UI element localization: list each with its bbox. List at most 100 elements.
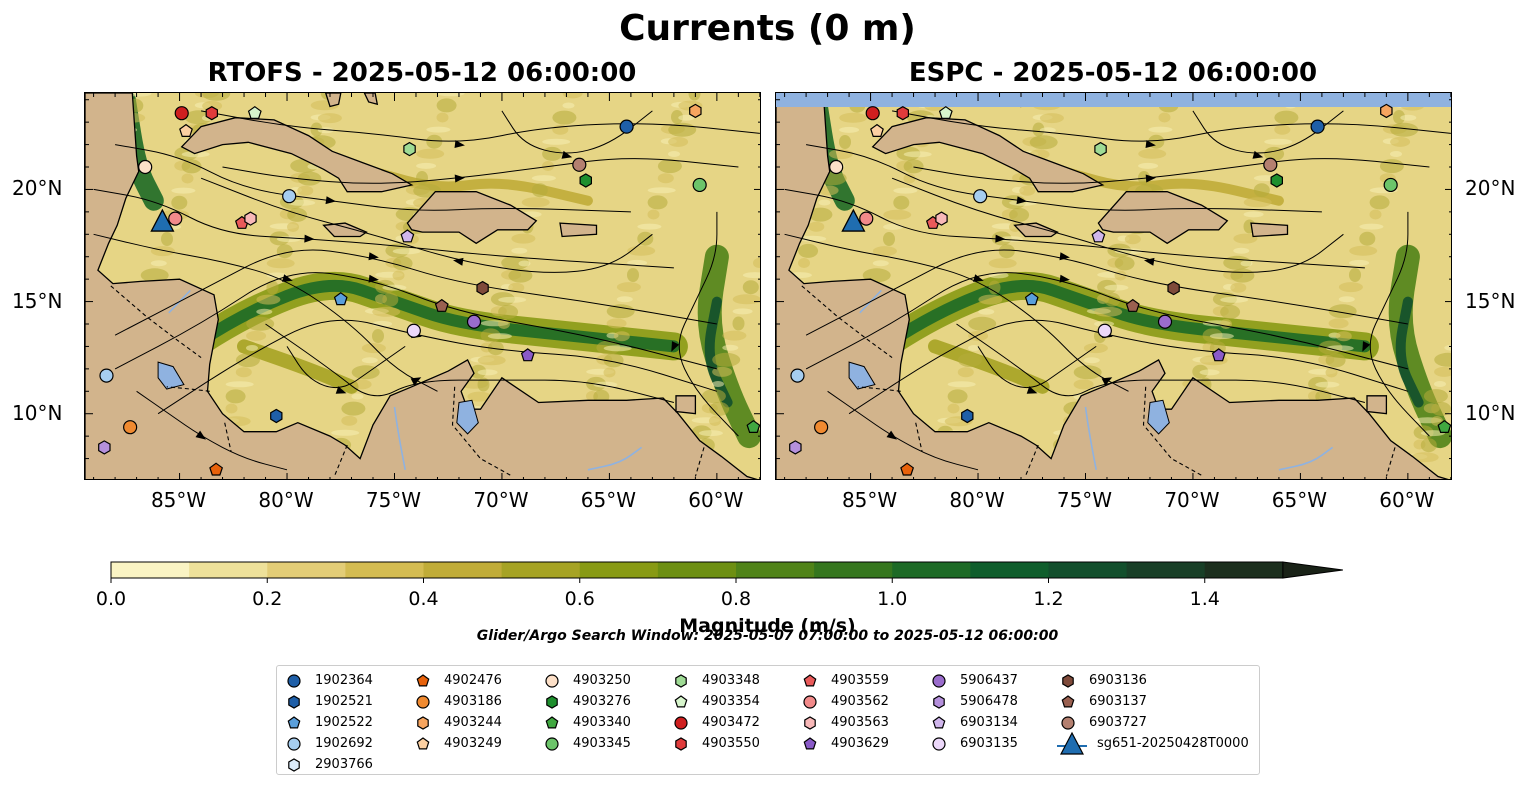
float-marker — [1270, 173, 1283, 188]
legend-label: 4903550 — [702, 736, 760, 751]
float-marker — [935, 211, 948, 226]
float-marker — [403, 141, 416, 157]
legend-entry: 4903250 — [541, 670, 631, 691]
map-panel-espc — [775, 92, 1452, 480]
legend-entry: 4903550 — [670, 733, 760, 754]
legend-marker-icon — [932, 736, 946, 751]
legend-label: sg651-20250428T0000 — [1097, 736, 1249, 751]
speed-texture — [1104, 284, 1129, 291]
legend-label: 2903766 — [315, 757, 373, 772]
legend-label: 4903250 — [573, 673, 631, 688]
speed-texture — [798, 235, 827, 242]
streamline — [1369, 211, 1430, 437]
speed-texture — [808, 221, 825, 232]
no-data-band — [776, 93, 1451, 107]
country-border — [1024, 444, 1039, 477]
colorbar-tick-label: 0.4 — [408, 588, 439, 610]
lon-tick-label: 70°W — [473, 488, 529, 512]
legend-entry: 4903472 — [670, 712, 760, 733]
speed-texture — [501, 255, 530, 270]
legend-column: 4903348 4903354 4903472 4903550 — [670, 670, 760, 754]
streamline-arrow — [454, 174, 465, 183]
speed-texture — [426, 126, 451, 133]
speed-texture — [1019, 185, 1036, 196]
streamline — [784, 188, 1365, 269]
speed-texture — [647, 209, 660, 220]
legend-label: 6903727 — [1089, 715, 1147, 730]
speed-texture — [372, 329, 384, 343]
float-marker — [1310, 119, 1325, 134]
speed-texture — [709, 401, 730, 416]
speed-texture — [351, 393, 364, 400]
legend-marker — [545, 736, 559, 751]
glider-marker — [841, 208, 866, 232]
speed-texture — [477, 369, 498, 376]
speed-texture — [416, 171, 428, 185]
speed-texture — [978, 308, 995, 315]
colorbar-label: Magnitude (m/s) — [679, 615, 856, 637]
legend-marker — [1061, 715, 1075, 730]
streamline-arrow — [1145, 174, 1156, 183]
legend-entry: 6903135 — [928, 733, 1018, 754]
streamline-arrow — [304, 234, 315, 243]
streamline — [265, 323, 675, 403]
speed-texture — [688, 93, 701, 101]
float-marker — [406, 323, 421, 338]
speed-texture — [317, 127, 334, 134]
legend-marker-icon — [546, 694, 558, 709]
legend-marker-icon — [288, 694, 300, 709]
speed-texture — [968, 345, 980, 351]
speed-texture — [709, 416, 721, 426]
colorbar-segment — [423, 562, 503, 578]
speed-texture — [1315, 381, 1340, 388]
speed-texture — [657, 173, 674, 184]
speed-texture — [1083, 357, 1100, 364]
land-polygon — [675, 395, 697, 415]
speed-texture — [722, 344, 739, 351]
speed-texture — [1390, 151, 1402, 157]
streamline — [1192, 110, 1344, 154]
legend-marker-icon — [287, 673, 301, 688]
land-polygon — [1097, 191, 1229, 245]
legend-marker-icon — [545, 673, 559, 688]
float-marker — [859, 211, 874, 226]
legend-entry: 1902692 — [283, 733, 373, 754]
land-polygon — [1250, 222, 1289, 238]
speed-texture — [732, 294, 760, 305]
speed-texture — [392, 256, 413, 271]
legend-marker — [416, 694, 430, 709]
legend-label: 6903135 — [960, 736, 1018, 751]
speed-texture — [818, 199, 831, 206]
land-polygon — [85, 93, 758, 479]
land-polygon — [322, 222, 368, 238]
speed-texture — [1158, 112, 1171, 123]
speed-texture — [903, 151, 932, 158]
speed-texture — [1420, 430, 1445, 437]
float-marker — [1263, 157, 1278, 172]
land-polygon — [406, 191, 538, 245]
speed-texture — [1338, 296, 1355, 303]
legend-entry: 4903244 — [412, 712, 502, 733]
colorbar-tick-label: 1.0 — [877, 588, 908, 610]
legend-marker — [803, 694, 817, 709]
legend-marker-icon — [545, 715, 559, 728]
legend-entry: sg651-20250428T0000 — [1057, 731, 1249, 755]
speed-texture — [498, 304, 519, 319]
speed-texture — [287, 222, 299, 232]
land-polygon — [1366, 395, 1388, 415]
speed-texture — [310, 122, 323, 137]
float-marker — [282, 189, 297, 204]
streamline-arrow — [195, 430, 206, 440]
country-border — [224, 422, 232, 452]
speed-texture — [603, 345, 632, 352]
float-marker — [973, 189, 988, 204]
speed-texture — [678, 114, 695, 121]
float-marker — [476, 280, 489, 296]
streamline — [977, 345, 1097, 389]
speed-texture — [341, 415, 358, 426]
streamline — [892, 110, 1451, 142]
legend-entry: 4903249 — [412, 733, 502, 754]
speed-texture — [839, 135, 851, 149]
legend-marker-icon — [674, 694, 688, 707]
speed-texture — [613, 331, 630, 342]
